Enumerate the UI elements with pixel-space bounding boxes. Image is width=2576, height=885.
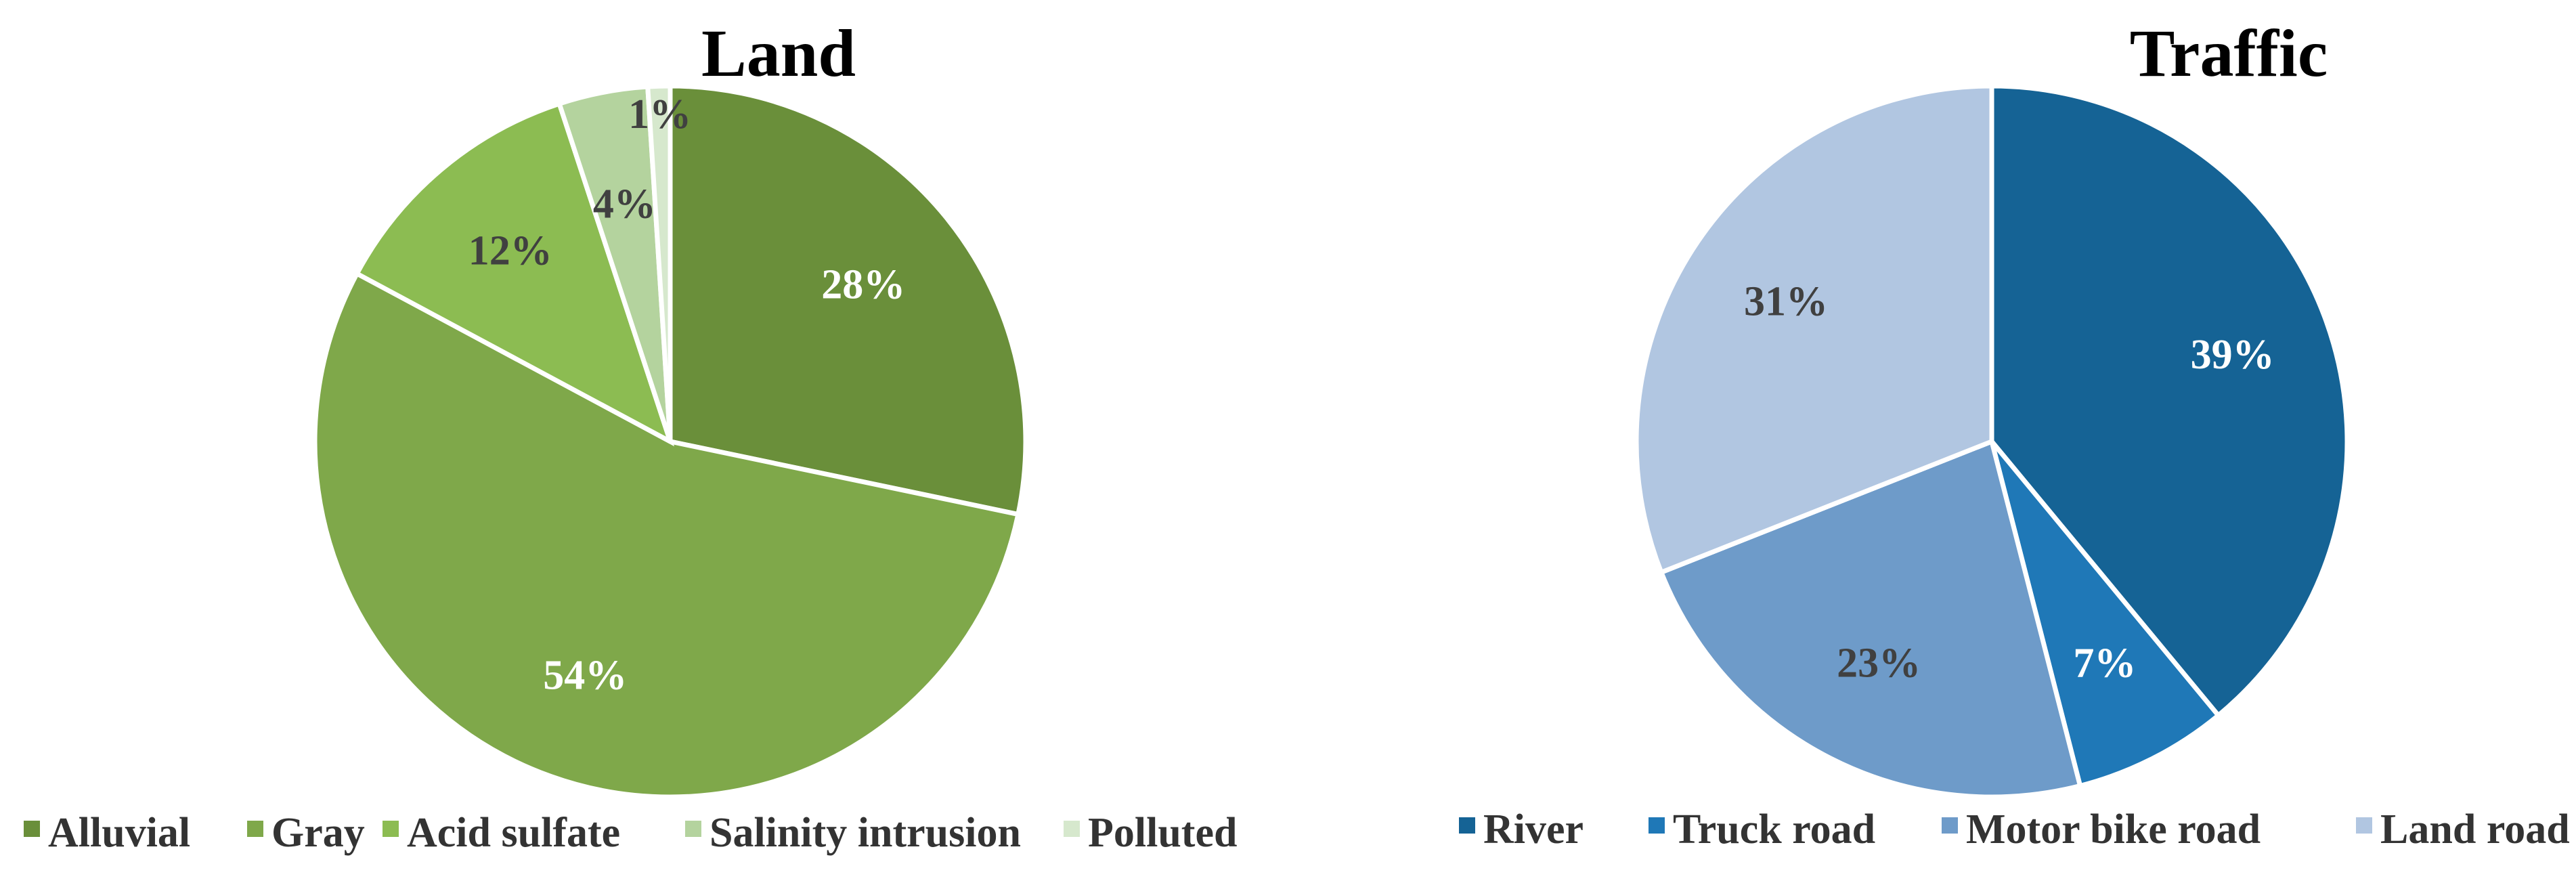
land-slice-label-polluted: 1% (628, 91, 691, 137)
traffic-slice-land-road (1634, 83, 1994, 576)
traffic-pie-chart: Traffic 39% 7% 23% 31% River Truck road Motor… (1459, 16, 2570, 852)
land-legend-swatch-alluvial (24, 821, 40, 837)
land-legend-label-polluted: Polluted (1088, 810, 1237, 856)
land-slices (312, 83, 1028, 800)
traffic-chart-title: Traffic (2130, 16, 2328, 91)
traffic-legend-swatch-river (1459, 817, 1475, 834)
traffic-slice-label-motor-bike-road: 23% (1837, 640, 1921, 686)
traffic-slice-truck-road (1989, 439, 2222, 789)
traffic-legend-swatch-truck-road (1649, 817, 1665, 834)
traffic-legend-label-motor-bike-road: Motor bike road (1966, 806, 2261, 852)
traffic-legend-label-river: River (1483, 806, 1584, 852)
land-slice-polluted (645, 83, 673, 442)
land-slice-label-salinity-intrusion: 4% (593, 181, 656, 227)
traffic-slice-river (1989, 83, 2350, 719)
traffic-slice-labels: 39% 7% 23% 31% (1744, 278, 2275, 686)
land-slice-label-alluvial: 28% (821, 261, 905, 307)
land-pie-chart: Land 28% 54% 12% 4% 1% Alluvial Gray Acid sulf… (24, 16, 1237, 856)
land-legend-swatch-gray (247, 821, 263, 837)
land-slice-labels: 28% 54% 12% 4% 1% (468, 91, 905, 698)
land-slice-label-gray: 54% (543, 652, 627, 698)
traffic-legend-label-land-road: Land road (2380, 806, 2570, 852)
traffic-legend-label-truck-road: Truck road (1673, 806, 1875, 852)
land-chart-title: Land (701, 16, 856, 91)
land-legend-swatch-salinity-intrusion (685, 821, 701, 837)
traffic-slice-label-river: 39% (2191, 332, 2275, 378)
land-legend-label-alluvial: Alluvial (48, 810, 190, 856)
land-legend: Alluvial Gray Acid sulfate Salinity intrusi… (24, 810, 1237, 856)
land-slice-gray (312, 270, 1022, 800)
land-legend-swatch-polluted (1064, 821, 1080, 837)
land-legend-swatch-acid-sulfate (383, 821, 399, 837)
land-slice-acid-sulfate (353, 100, 675, 447)
land-legend-label-gray: Gray (271, 810, 365, 856)
land-slice-alluvial (668, 83, 1028, 517)
traffic-slice-motor-bike-road (1658, 438, 2083, 800)
traffic-legend-swatch-motor-bike-road (1942, 817, 1958, 834)
traffic-slice-label-truck-road: 7% (2073, 640, 2136, 686)
traffic-legend-swatch-land-road (2356, 817, 2372, 834)
traffic-legend: River Truck road Motor bike road Land road (1459, 806, 2570, 852)
traffic-slices (1634, 83, 2350, 800)
land-legend-label-acid-sulfate: Acid sulfate (407, 810, 620, 856)
traffic-slice-label-land-road: 31% (1744, 278, 1828, 324)
land-slice-label-acid-sulfate: 12% (468, 228, 552, 274)
land-legend-label-salinity-intrusion: Salinity intrusion (710, 810, 1021, 856)
